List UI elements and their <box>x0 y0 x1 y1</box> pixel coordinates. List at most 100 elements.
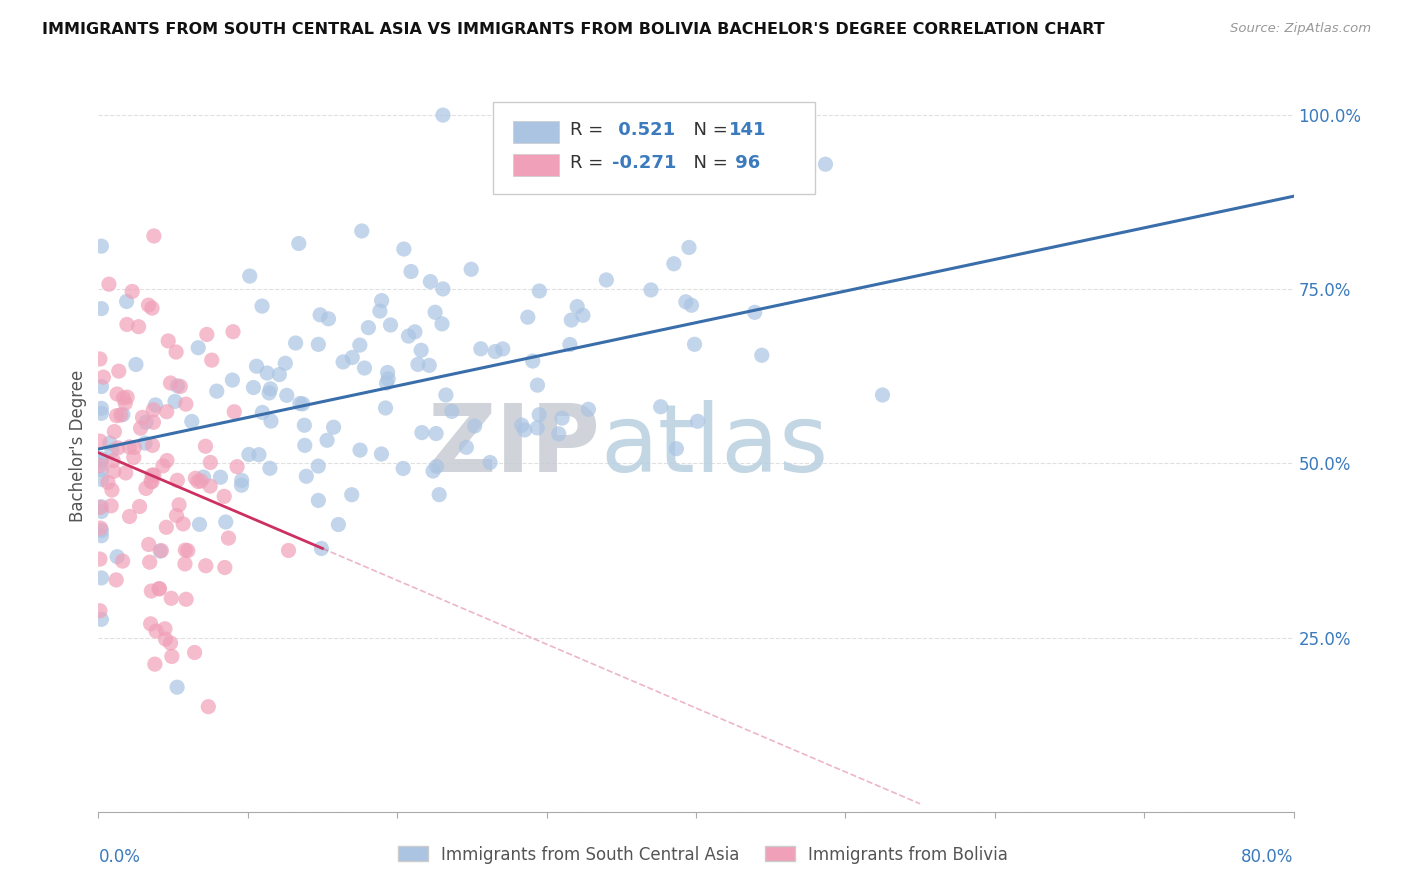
Point <box>180 414 202 428</box>
Point <box>434 388 457 402</box>
Point <box>159 636 181 650</box>
Point <box>90 301 112 316</box>
Point <box>160 591 183 606</box>
Point <box>247 448 270 462</box>
Point <box>558 337 581 351</box>
Point <box>153 622 176 636</box>
Point <box>157 334 180 348</box>
Point <box>129 421 152 435</box>
Point <box>90 472 112 486</box>
Point <box>110 408 132 422</box>
Point <box>141 468 163 483</box>
Point <box>419 275 441 289</box>
Point <box>349 338 371 352</box>
Point <box>138 537 160 551</box>
Point <box>422 464 444 478</box>
Point <box>744 305 766 319</box>
Point <box>172 516 194 531</box>
Point <box>135 482 157 496</box>
Text: atlas: atlas <box>600 400 828 492</box>
Point <box>156 453 179 467</box>
Point <box>426 459 449 474</box>
Point <box>105 409 128 423</box>
Point <box>256 366 278 380</box>
Text: N =: N = <box>682 154 733 172</box>
Point <box>156 405 179 419</box>
Point <box>686 414 709 428</box>
Point <box>131 410 153 425</box>
Point <box>139 616 162 631</box>
Point <box>411 343 433 358</box>
Point <box>398 329 420 343</box>
Point <box>93 370 115 384</box>
Point <box>526 421 548 435</box>
Point <box>214 560 236 574</box>
Text: R =: R = <box>571 121 609 139</box>
Point <box>510 418 533 433</box>
Point <box>392 461 415 475</box>
Point <box>105 549 128 564</box>
Point <box>142 415 165 429</box>
Point <box>406 358 429 372</box>
Point <box>492 342 515 356</box>
Point <box>90 571 112 585</box>
Point <box>89 434 111 448</box>
Point <box>190 474 212 488</box>
Point <box>392 242 415 256</box>
Text: IMMIGRANTS FROM SOUTH CENTRAL ASIA VS IMMIGRANTS FROM BOLIVIA BACHELOR'S DEGREE : IMMIGRANTS FROM SOUTH CENTRAL ASIA VS IM… <box>42 22 1105 37</box>
Point <box>318 311 340 326</box>
Point <box>90 401 112 416</box>
Point <box>328 517 350 532</box>
Point <box>513 423 536 437</box>
Text: 80.0%: 80.0% <box>1241 848 1294 866</box>
Point <box>665 442 688 456</box>
Point <box>269 368 291 382</box>
Point <box>90 239 112 253</box>
Point <box>163 394 186 409</box>
Point <box>560 313 582 327</box>
Point <box>152 458 174 473</box>
Point <box>149 544 172 558</box>
Point <box>231 478 253 492</box>
Point <box>576 402 599 417</box>
Point <box>307 493 329 508</box>
Point <box>169 379 191 393</box>
Point <box>311 541 333 556</box>
Point <box>155 632 177 646</box>
Point <box>294 438 316 452</box>
Point <box>307 337 329 351</box>
Point <box>105 387 128 401</box>
Point <box>288 236 311 251</box>
Point <box>187 341 209 355</box>
Text: 0.0%: 0.0% <box>98 848 141 866</box>
Point <box>662 257 685 271</box>
Point <box>101 453 124 467</box>
Point <box>167 498 190 512</box>
Point <box>425 426 447 441</box>
Point <box>145 398 167 412</box>
Point <box>174 557 197 571</box>
Point <box>90 406 112 420</box>
Point <box>124 441 146 455</box>
Point <box>307 459 329 474</box>
Point <box>118 509 141 524</box>
Point <box>464 419 486 434</box>
Point <box>432 282 454 296</box>
Point <box>259 382 281 396</box>
Point <box>222 325 245 339</box>
Point <box>90 379 112 393</box>
Point <box>295 469 318 483</box>
Point <box>122 450 145 465</box>
Point <box>100 499 122 513</box>
Point <box>90 521 112 535</box>
Point <box>101 443 124 458</box>
Point <box>139 475 162 489</box>
Point <box>145 624 167 638</box>
Point <box>567 300 589 314</box>
Point <box>460 262 482 277</box>
Point <box>404 325 426 339</box>
Point <box>141 475 163 489</box>
Point <box>470 342 492 356</box>
Point <box>529 408 551 422</box>
Point <box>526 378 548 392</box>
